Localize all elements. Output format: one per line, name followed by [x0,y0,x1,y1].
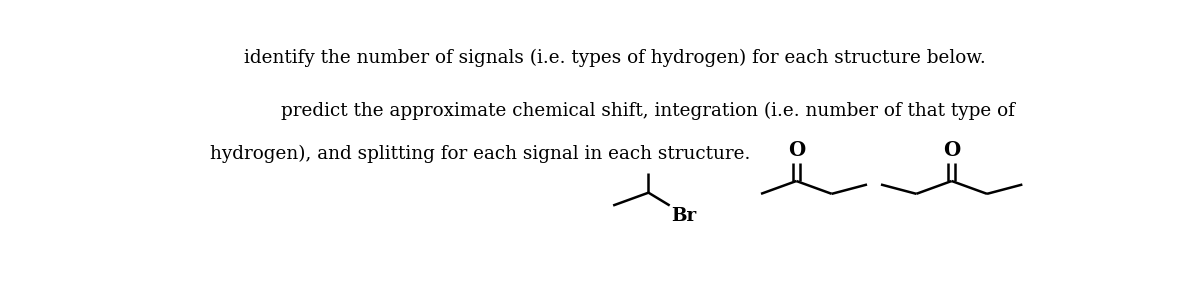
Text: Br: Br [672,207,697,225]
Text: identify the number of signals (i.e. types of hydrogen) for each structure below: identify the number of signals (i.e. typ… [244,49,986,68]
Text: predict the approximate chemical shift, integration (i.e. number of that type of: predict the approximate chemical shift, … [281,102,1014,120]
Text: O: O [943,141,960,161]
Text: hydrogen), and splitting for each signal in each structure.: hydrogen), and splitting for each signal… [210,145,751,163]
Text: O: O [787,141,805,161]
